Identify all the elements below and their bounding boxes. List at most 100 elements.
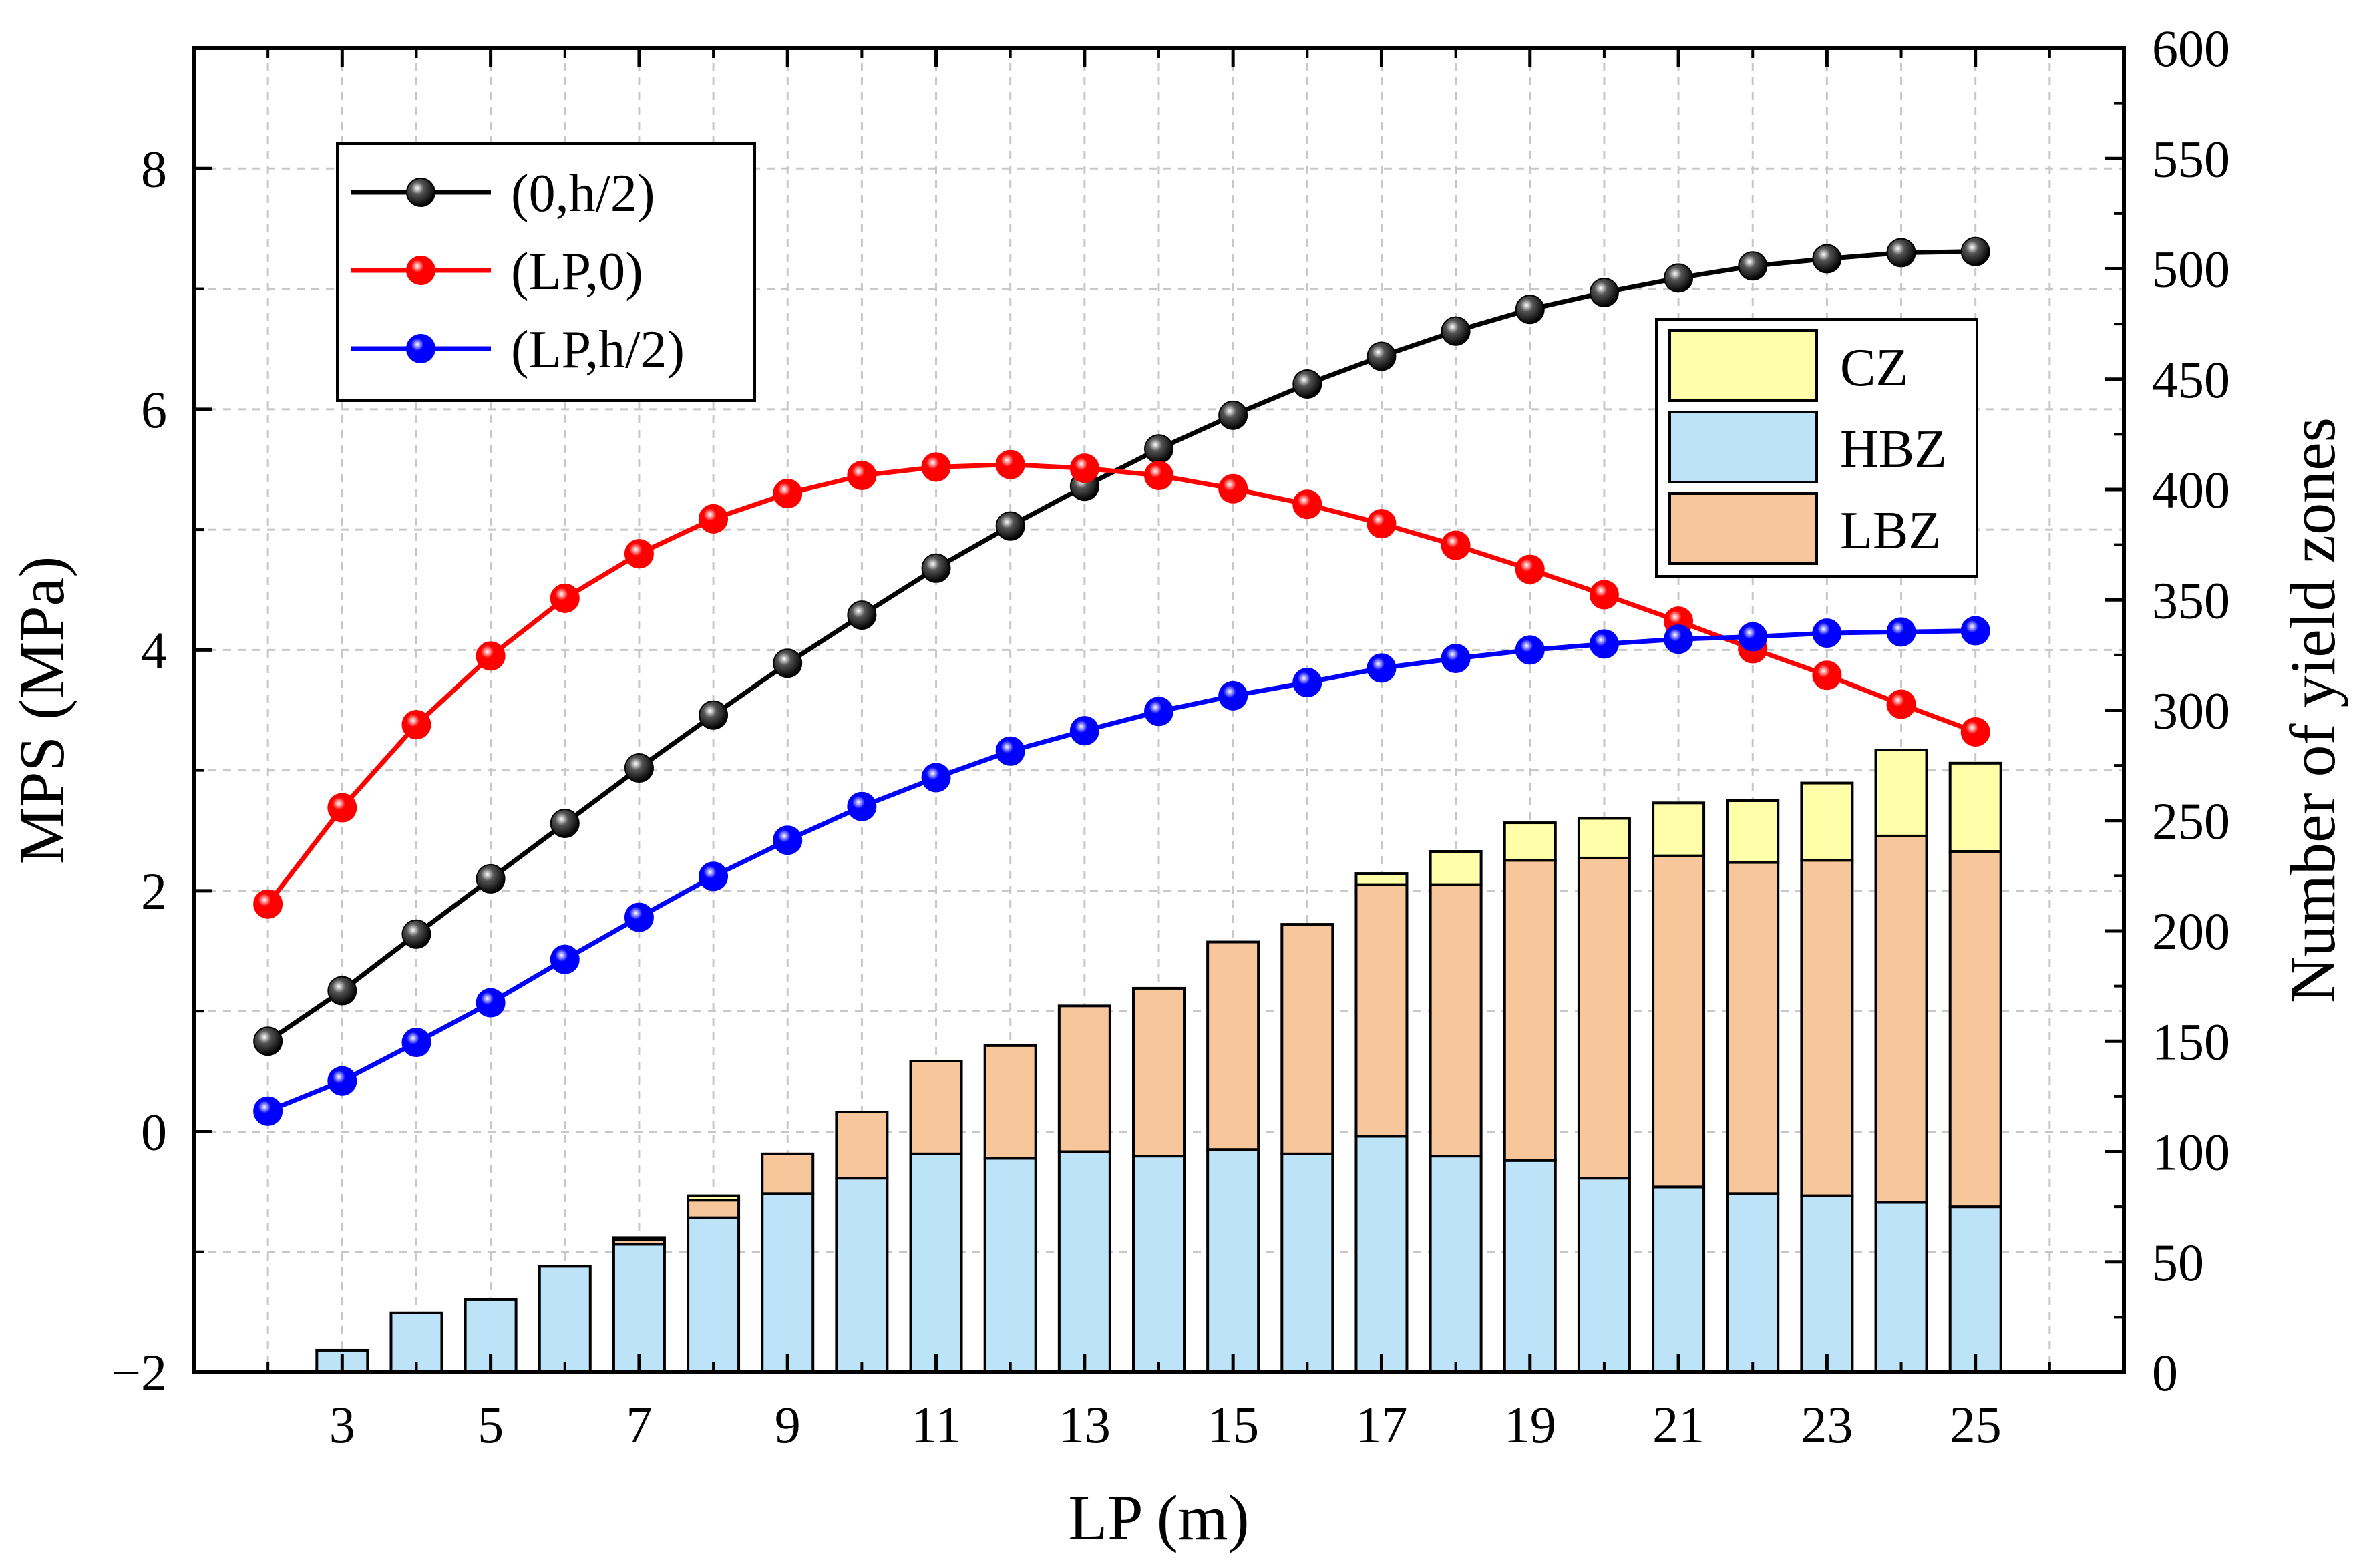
legend-bar-swatch	[1668, 411, 1818, 483]
series-point	[773, 648, 803, 678]
series-point	[253, 889, 283, 919]
y-right-tick-label: 150	[2152, 1012, 2230, 1070]
bar-hbz	[1652, 1185, 1706, 1374]
series-point	[1441, 530, 1471, 560]
series-point	[1664, 624, 1694, 654]
legend-line-label: (LP,0)	[511, 242, 643, 301]
y-left-tick-label: −2	[112, 1344, 167, 1402]
legend-bar-label: CZ	[1840, 339, 1908, 397]
bar-hbz	[687, 1216, 741, 1374]
series-point	[1069, 453, 1099, 483]
series-point	[699, 700, 729, 730]
series-point	[1589, 629, 1619, 659]
bar-hbz	[1057, 1150, 1111, 1374]
bar-lbz	[1726, 861, 1780, 1195]
series-point	[1218, 680, 1248, 711]
series-point	[847, 460, 877, 490]
bar-cz	[1726, 799, 1780, 864]
x-tick-label: 13	[1059, 1396, 1111, 1454]
series-point	[1292, 489, 1322, 520]
bar-hbz	[1354, 1135, 1409, 1374]
series-point	[1960, 236, 1990, 266]
x-tick-label: 15	[1207, 1396, 1259, 1454]
y-right-axis-title: Number of yield zones	[2277, 417, 2348, 1003]
bar-hbz	[761, 1192, 815, 1374]
y-right-tick-label: 0	[2152, 1344, 2178, 1402]
x-tick-label: 5	[478, 1396, 504, 1454]
series-point	[921, 452, 951, 482]
lines-layer	[253, 236, 1990, 1126]
bar-hbz	[1874, 1201, 1928, 1374]
series-point	[253, 1026, 283, 1056]
series-point	[1069, 716, 1099, 746]
series-point	[624, 902, 654, 932]
series-point	[1367, 509, 1397, 539]
series-point	[1812, 244, 1842, 274]
x-tick-label: 3	[329, 1396, 355, 1454]
y-left-tick-label: 2	[141, 862, 167, 920]
bar-hbz	[538, 1265, 592, 1374]
series-point	[921, 763, 951, 793]
series-point	[1886, 617, 1916, 647]
series-point	[1960, 717, 1990, 747]
series-point	[1144, 697, 1173, 727]
bar-cz	[1948, 761, 2002, 853]
bar-hbz	[1948, 1205, 2002, 1374]
bar-hbz	[1503, 1159, 1557, 1374]
y-right-tick-label: 600	[2152, 19, 2230, 77]
bar-cz	[1577, 817, 1631, 859]
bar-lbz	[909, 1059, 963, 1155]
series-point	[1292, 668, 1322, 698]
legend-line-label: (LP,h/2)	[511, 321, 685, 379]
series-point	[995, 449, 1025, 479]
legend-line-marker	[406, 178, 435, 207]
y-right-tick-label: 50	[2152, 1233, 2204, 1292]
y-left-tick-label: 4	[141, 621, 167, 679]
y-left-tick-label: 8	[141, 140, 167, 198]
series-point	[327, 976, 357, 1006]
series-point	[1515, 554, 1545, 584]
series-point	[476, 641, 506, 671]
bar-lbz	[1206, 940, 1260, 1151]
x-tick-label: 9	[775, 1396, 801, 1454]
series-point	[401, 1028, 431, 1058]
bar-lbz	[983, 1044, 1037, 1160]
series-point	[1144, 460, 1173, 490]
y-left-tick-label: 0	[141, 1103, 167, 1161]
y-right-tick-label: 350	[2152, 571, 2230, 629]
legend-bar-swatch	[1668, 492, 1818, 565]
series-point	[1441, 316, 1471, 346]
bar-cz	[1800, 781, 1854, 862]
bar-lbz	[1429, 883, 1483, 1158]
bar-cz	[1874, 748, 1928, 837]
bar-cz	[1354, 872, 1409, 886]
series-line	[266, 628, 1976, 1114]
x-axis-title: LP (m)	[1068, 1482, 1249, 1553]
bar-lbz	[1652, 854, 1706, 1189]
bar-hbz	[1429, 1155, 1483, 1374]
bar-hbz	[1577, 1177, 1631, 1374]
series-point	[401, 919, 431, 949]
series-point	[1589, 580, 1619, 610]
y-right-tick-label: 100	[2152, 1123, 2230, 1181]
legend-bar-label: HBZ	[1840, 420, 1947, 479]
bar-hbz	[909, 1152, 963, 1374]
series-point	[1738, 251, 1768, 281]
y-right-tick-label: 400	[2152, 461, 2230, 519]
bar-lbz	[1354, 883, 1409, 1138]
y-left-axis-title: MPS (MPa)	[6, 556, 77, 864]
series-point	[1367, 341, 1397, 371]
legend-line-marker	[406, 256, 435, 285]
series-point	[1960, 616, 1990, 646]
y-right-tick-label: 500	[2152, 240, 2230, 299]
legend-bar-label: LBZ	[1840, 502, 1941, 560]
bar-cz	[612, 1236, 666, 1241]
series-point	[1292, 369, 1322, 399]
series-point	[995, 511, 1025, 541]
series-point	[773, 479, 803, 509]
series-point	[1367, 653, 1397, 683]
bar-lbz	[1280, 923, 1334, 1155]
bar-cz	[1652, 801, 1706, 857]
series-point	[773, 825, 803, 855]
series-point	[550, 944, 580, 974]
